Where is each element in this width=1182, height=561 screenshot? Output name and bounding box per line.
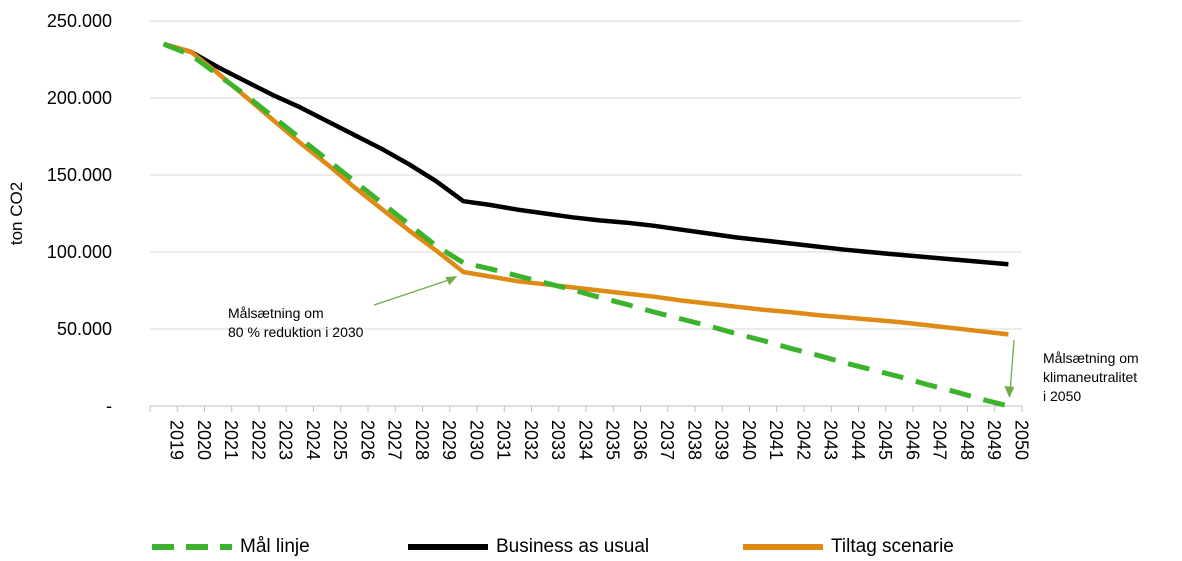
legend: Mål linje Business as usual Tiltag scena… — [0, 534, 1182, 560]
x-tick-label: 2046 — [902, 420, 922, 460]
x-tick-label: 2033 — [548, 420, 568, 460]
annotation-arrow-2030 — [373, 278, 452, 306]
y-tick-label: 250.000 — [47, 11, 112, 31]
x-tick-label: 2026 — [357, 420, 377, 460]
chart-svg: - 50.000 100.000 150.000 200.000 250.000 2019 2… — [7, 11, 1139, 460]
annotation-arrowhead-2030 — [445, 276, 458, 286]
x-tick-label: 2040 — [739, 420, 759, 460]
y-tick-label: 50.000 — [57, 319, 112, 339]
y-tick-label: 100.000 — [47, 242, 112, 262]
x-tick-label: 2023 — [276, 420, 296, 460]
x-tick-label: 2043 — [821, 420, 841, 460]
x-tick-label: 2028 — [412, 420, 432, 460]
x-tick-label: 2025 — [330, 420, 350, 460]
legend-item-mal-linje: Mål linje — [152, 534, 310, 560]
legend-swatch-dashed-green — [152, 544, 232, 550]
annotation-text-2050: i 2050 — [1043, 388, 1081, 404]
y-tick-label: 200.000 — [47, 88, 112, 108]
x-tick-label: 2032 — [521, 420, 541, 460]
x-tick-label: 2036 — [630, 420, 650, 460]
x-tick-label: 2019 — [167, 420, 187, 460]
x-tick-label: 2027 — [385, 420, 405, 460]
y-tick-label: - — [106, 396, 112, 416]
x-tick-label: 2020 — [194, 420, 214, 460]
annotation-arrow-2050 — [1009, 339, 1015, 389]
x-tick-label: 2021 — [221, 420, 241, 460]
x-tick-label: 2048 — [957, 420, 977, 460]
x-tick-label: 2039 — [712, 420, 732, 460]
x-tick-label: 2034 — [575, 420, 595, 460]
series-line-tiltag-scenarie — [162, 41, 1009, 337]
x-tick-label: 2031 — [494, 420, 514, 460]
y-axis-title: ton CO2 — [7, 182, 26, 245]
y-tick-label: 150.000 — [47, 165, 112, 185]
legend-label: Mål linje — [240, 536, 310, 557]
annotation-text-2030: 80 % reduktion i 2030 — [228, 324, 364, 340]
annotation-text-2050: Målsætning om — [1043, 350, 1139, 366]
x-tick-label: 2042 — [793, 420, 813, 460]
series-line-business-as-usual — [162, 41, 1009, 267]
x-tick-label: 2037 — [657, 420, 677, 460]
x-tick-label: 2044 — [848, 420, 868, 460]
annotation-text-2030: Målsætning om — [228, 305, 324, 321]
x-tick-label: 2047 — [930, 420, 950, 460]
legend-swatch-black — [408, 544, 488, 550]
series-line-m-l-linje — [162, 41, 1010, 409]
x-tick-label: 2050 — [1011, 420, 1031, 460]
x-tick-label: 2022 — [248, 420, 268, 460]
legend-item-tiltag-scenarie: Tiltag scenarie — [743, 534, 954, 560]
x-tick-label: 2029 — [439, 420, 459, 460]
x-tick-label: 2035 — [603, 420, 623, 460]
x-tick-label: 2038 — [684, 420, 704, 460]
x-tick-label: 2049 — [984, 420, 1004, 460]
annotation-text-2050: klimaneutralitet — [1043, 369, 1137, 385]
legend-label: Business as usual — [496, 536, 650, 557]
legend-item-business-as-usual: Business as usual — [408, 534, 649, 560]
x-tick-label: 2041 — [766, 420, 786, 460]
x-tick-label: 2045 — [875, 420, 895, 460]
legend-swatch-orange — [743, 544, 823, 550]
annotation-arrowhead-2050 — [1004, 386, 1015, 398]
x-tick-label: 2030 — [466, 420, 486, 460]
legend-label: Tiltag scenarie — [831, 536, 954, 557]
x-tick-label: 2024 — [303, 420, 323, 460]
